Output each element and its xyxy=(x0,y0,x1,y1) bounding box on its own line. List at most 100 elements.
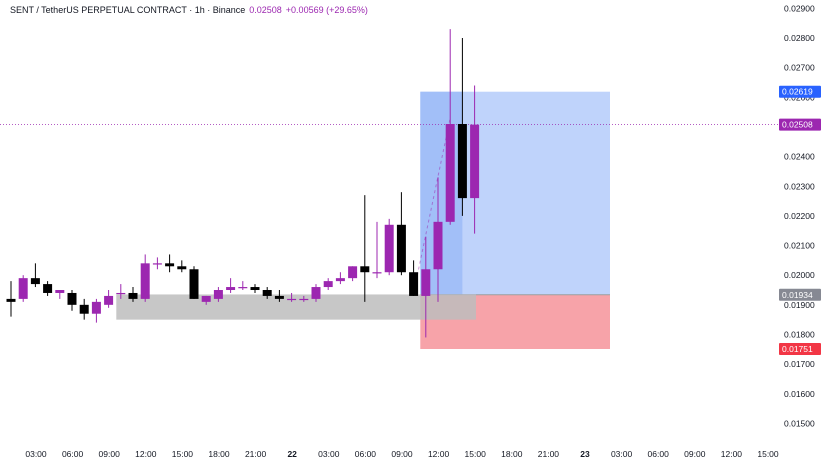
price-tick-label: 0.02000 xyxy=(784,270,815,280)
entry-price-tag-bg xyxy=(779,288,821,301)
candle[interactable] xyxy=(116,284,126,299)
candle[interactable] xyxy=(409,260,419,296)
candle[interactable] xyxy=(274,290,284,302)
candle-body xyxy=(201,295,211,302)
candle-body xyxy=(299,298,309,301)
candle-body xyxy=(372,272,382,274)
time-tick-label: 06:00 xyxy=(648,449,670,459)
candle-body xyxy=(311,287,321,299)
price-axis: 0.029000.028000.027000.026000.025000.024… xyxy=(784,3,815,428)
stop-price-tag-bg xyxy=(779,342,821,355)
candle-body xyxy=(238,287,248,289)
candle-body xyxy=(226,287,236,291)
candle[interactable] xyxy=(384,218,394,276)
candle[interactable] xyxy=(6,281,16,317)
candle[interactable] xyxy=(152,257,162,270)
last-price-tag-label: 0.02508 xyxy=(782,120,813,130)
time-tick-label: 09:00 xyxy=(684,449,706,459)
candle-body xyxy=(43,284,53,293)
candle-body xyxy=(287,298,297,301)
candle[interactable] xyxy=(287,292,297,302)
candle[interactable] xyxy=(396,192,406,276)
time-tick-label: 15:00 xyxy=(465,449,487,459)
range-box-layer xyxy=(116,294,477,320)
candle-body xyxy=(457,124,467,199)
candle[interactable] xyxy=(189,266,199,299)
candle[interactable] xyxy=(372,221,382,279)
candle[interactable] xyxy=(250,284,260,293)
candle-body xyxy=(421,269,431,296)
candle[interactable] xyxy=(457,38,467,216)
time-tick-label: 22 xyxy=(287,449,297,459)
candle[interactable] xyxy=(18,275,28,302)
candle[interactable] xyxy=(201,295,211,305)
price-tick-label: 0.02100 xyxy=(784,241,815,251)
candle[interactable] xyxy=(30,263,40,288)
candle[interactable] xyxy=(177,260,187,273)
candle[interactable] xyxy=(79,298,89,320)
symbol-title: SENT / TetherUS PERPETUAL CONTRACT · 1h … xyxy=(10,5,246,15)
candle-body xyxy=(67,292,77,305)
candle-body xyxy=(104,295,114,305)
candle-body xyxy=(213,290,223,299)
candle[interactable] xyxy=(323,278,333,291)
time-tick-label: 06:00 xyxy=(355,449,377,459)
candle[interactable] xyxy=(43,281,53,296)
candle[interactable] xyxy=(165,254,175,273)
candle-body xyxy=(470,124,480,199)
candle[interactable] xyxy=(226,278,236,293)
candle[interactable] xyxy=(299,295,309,302)
price-tick-label: 0.01700 xyxy=(784,359,815,369)
time-tick-label: 12:00 xyxy=(135,449,157,459)
candle[interactable] xyxy=(445,29,455,225)
price-tick-label: 0.02300 xyxy=(784,181,815,191)
candle[interactable] xyxy=(238,281,248,291)
price-tick-label: 0.02200 xyxy=(784,211,815,221)
candle-body xyxy=(250,287,260,291)
candle-body xyxy=(360,266,370,273)
price-tick-label: 0.02800 xyxy=(784,33,815,43)
candle[interactable] xyxy=(55,290,65,299)
candle[interactable] xyxy=(91,298,101,323)
time-tick-label: 12:00 xyxy=(428,449,450,459)
price-tick-label: 0.01800 xyxy=(784,329,815,339)
time-tick-label: 06:00 xyxy=(62,449,84,459)
candle[interactable] xyxy=(470,85,480,234)
candle-body xyxy=(189,269,199,299)
candle[interactable] xyxy=(311,284,321,302)
time-tick-label: 12:00 xyxy=(721,449,743,459)
time-tick-label: 18:00 xyxy=(501,449,523,459)
candle-body xyxy=(128,292,138,299)
candle[interactable] xyxy=(262,287,272,299)
time-tick-label: 18:00 xyxy=(208,449,230,459)
candle[interactable] xyxy=(140,254,150,302)
candle[interactable] xyxy=(67,290,77,311)
candle[interactable] xyxy=(213,287,223,302)
candle-body xyxy=(335,278,345,282)
time-tick-label: 03:00 xyxy=(611,449,633,459)
time-tick-label: 23 xyxy=(580,449,590,459)
price-tick-label: 0.02400 xyxy=(784,152,815,162)
candle-body xyxy=(348,266,358,279)
candle-body xyxy=(274,295,284,299)
candle[interactable] xyxy=(433,177,443,302)
candle[interactable] xyxy=(348,266,358,282)
candle-body xyxy=(55,290,65,293)
range-box[interactable] xyxy=(116,294,477,320)
time-tick-label: 03:00 xyxy=(25,449,47,459)
candle-body xyxy=(30,278,40,285)
candle[interactable] xyxy=(335,272,345,285)
price-tags: 0.02619 0.02508 0.01934 0.01751 xyxy=(779,85,821,355)
time-tick-label: 03:00 xyxy=(318,449,340,459)
candle[interactable] xyxy=(128,287,138,302)
time-tick-label: 21:00 xyxy=(245,449,267,459)
candle[interactable] xyxy=(421,236,431,338)
candle[interactable] xyxy=(104,290,114,308)
target-price-tag: 0.02619 xyxy=(779,85,821,98)
candle-body xyxy=(140,263,150,299)
candle[interactable] xyxy=(360,195,370,302)
candle-body xyxy=(165,263,175,267)
last-price-tag-bg xyxy=(779,118,821,131)
time-tick-label: 09:00 xyxy=(99,449,121,459)
